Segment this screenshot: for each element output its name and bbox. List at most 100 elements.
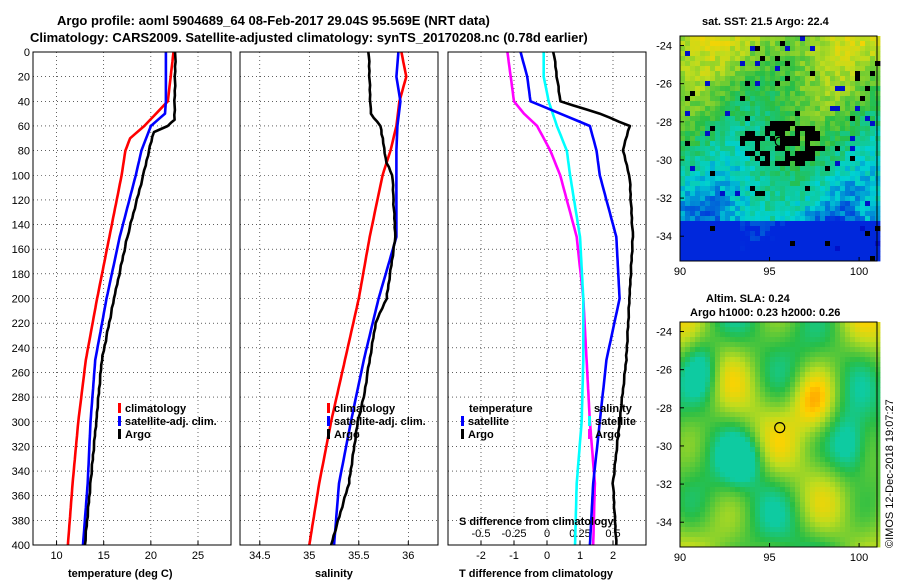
sla-cell [695, 362, 701, 368]
sst-cell [700, 256, 706, 262]
sla-cell [815, 537, 821, 543]
sst-cell [840, 146, 846, 152]
sla-cell [785, 507, 791, 513]
sla-cell [685, 397, 691, 403]
sst-cell [760, 231, 766, 237]
sla-cell [685, 497, 691, 503]
sla-cell [700, 477, 706, 483]
sla-cell [745, 412, 751, 418]
sst-cell [845, 46, 851, 52]
sla-cell [875, 437, 881, 443]
sst-cell [785, 221, 791, 227]
sst-cell [715, 86, 721, 92]
sst-cell [815, 241, 821, 247]
sst-cell [810, 206, 816, 212]
sla-cell [725, 462, 731, 468]
sla-cell [835, 367, 841, 373]
sst-cell [725, 86, 731, 92]
sst-cell [680, 231, 686, 237]
sst-cell [715, 156, 721, 162]
difference-tick-label: 1 [577, 550, 583, 562]
sst-cell [710, 206, 716, 212]
sst-cell [840, 176, 846, 182]
sst-cell [795, 51, 801, 57]
sla-cell [805, 382, 811, 388]
sst-cell [830, 56, 836, 62]
sst-cell [815, 171, 821, 177]
sst-cell [870, 36, 876, 42]
sst-cell [815, 131, 821, 137]
sla-cell [690, 347, 696, 353]
sst-cell [750, 71, 756, 77]
sst-cell [760, 181, 766, 187]
sla-cell [780, 527, 786, 533]
sla-cell [795, 347, 801, 353]
sst-cell [735, 101, 741, 107]
sst-cell [740, 246, 746, 252]
s-difference-label: S difference from climatology [459, 516, 615, 528]
sla-cell [795, 352, 801, 358]
sla-cell [735, 382, 741, 388]
sst-cell [850, 151, 856, 157]
sst-cell [750, 61, 756, 67]
sla-cell [780, 467, 786, 473]
sst-cell [835, 116, 841, 122]
sla-cell [865, 442, 871, 448]
sst-cell [840, 251, 846, 257]
sst-cell [745, 146, 751, 152]
sla-cell [680, 337, 686, 343]
sla-cell [815, 512, 821, 518]
sst-cell [865, 186, 871, 192]
sst-cell [870, 46, 876, 52]
sst-cell [790, 131, 796, 137]
sla-cell [850, 372, 856, 378]
sla-cell [770, 532, 776, 538]
salinity-grid [240, 51, 438, 546]
sla-cell [795, 462, 801, 468]
sst-cell [770, 71, 776, 77]
sst-cell [720, 151, 726, 157]
sst-cell [815, 176, 821, 182]
sst-cell [705, 111, 711, 117]
sla-cell [825, 537, 831, 543]
sst-cell [740, 96, 746, 102]
sla-cell [755, 427, 761, 433]
sst-cell [740, 151, 746, 157]
sst-cell [775, 226, 781, 232]
sla-cell [800, 402, 806, 408]
map-lat-tick-label: -26 [656, 79, 672, 91]
sla-cell [790, 332, 796, 338]
sla-cell [750, 442, 756, 448]
sla-cell [860, 542, 866, 548]
sla-cell [865, 512, 871, 518]
sst-cell [790, 66, 796, 72]
sst-cell [710, 131, 716, 137]
sla-cell [770, 327, 776, 333]
sla-cell [775, 332, 781, 338]
sst-cell [815, 121, 821, 127]
sla-cell [855, 517, 861, 523]
sst-cell [875, 121, 881, 127]
sst-cell [705, 96, 711, 102]
sla-cell [700, 387, 706, 393]
sst-cell [785, 196, 791, 202]
sst-cell [775, 256, 781, 262]
sst-cell [700, 231, 706, 237]
sla-cell [725, 492, 731, 498]
sst-cell [850, 86, 856, 92]
sst-cell [770, 191, 776, 197]
sla-cell [765, 367, 771, 373]
sla-cell [810, 327, 816, 333]
sla-cell [820, 502, 826, 508]
sst-cell [845, 221, 851, 227]
sst-cell [855, 246, 861, 252]
sla-cell [775, 527, 781, 533]
sla-cell [690, 417, 696, 423]
map-lat-tick-label: -24 [656, 41, 672, 53]
sst-cell [760, 81, 766, 87]
sst-cell [790, 221, 796, 227]
sst-cell [840, 106, 846, 112]
sst-cell [855, 226, 861, 232]
sla-cell [740, 397, 746, 403]
sla-cell [850, 537, 856, 543]
